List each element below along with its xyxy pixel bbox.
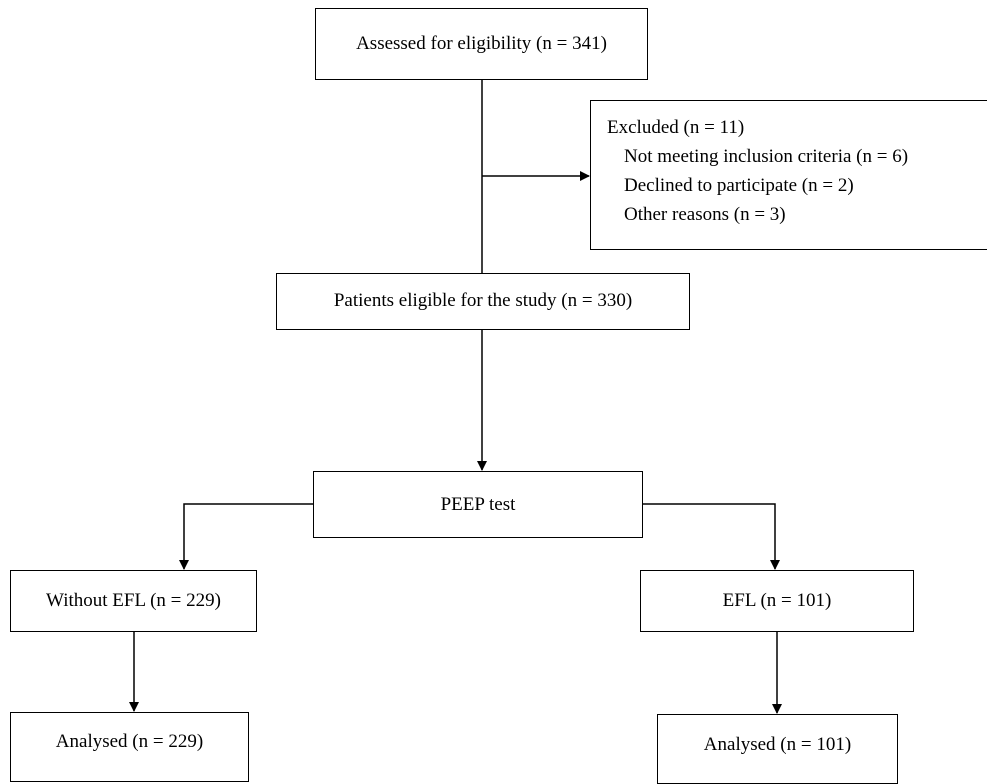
efl-box: EFL (n = 101) [640, 570, 914, 632]
peep-test-label: PEEP test [440, 494, 516, 515]
excluded-item-inclusion: Not meeting inclusion criteria (n = 6) [624, 146, 909, 167]
excluded-box: Excluded (n = 11) Not meeting inclusion … [590, 100, 987, 250]
connector-peep-to-without-efl [179, 503, 313, 570]
peep-test-box: PEEP test [313, 471, 643, 538]
assessed-label: Assessed for eligibility (n = 341) [356, 32, 607, 54]
analysed-efl-box: Analysed (n = 101) [657, 714, 898, 784]
excluded-item-other: Other reasons (n = 3) [624, 204, 786, 225]
efl-label: EFL (n = 101) [722, 589, 832, 611]
assessed-box: Assessed for eligibility (n = 341) [315, 8, 648, 80]
analysed-without-efl-label: Analysed (n = 229) [55, 731, 204, 752]
analysed-without-efl-box: Analysed (n = 229) [10, 712, 249, 782]
eligible-label: Patients eligible for the study (n = 330… [333, 290, 633, 312]
connector-peep-to-efl [643, 503, 780, 570]
analysed-efl-label: Analysed (n = 101) [703, 734, 852, 755]
without-efl-box: Without EFL (n = 229) [10, 570, 257, 632]
without-efl-label: Without EFL (n = 229) [46, 589, 221, 611]
eligible-box: Patients eligible for the study (n = 330… [276, 273, 690, 330]
excluded-title: Excluded (n = 11) [607, 117, 745, 138]
excluded-item-declined: Declined to participate (n = 2) [624, 175, 854, 196]
